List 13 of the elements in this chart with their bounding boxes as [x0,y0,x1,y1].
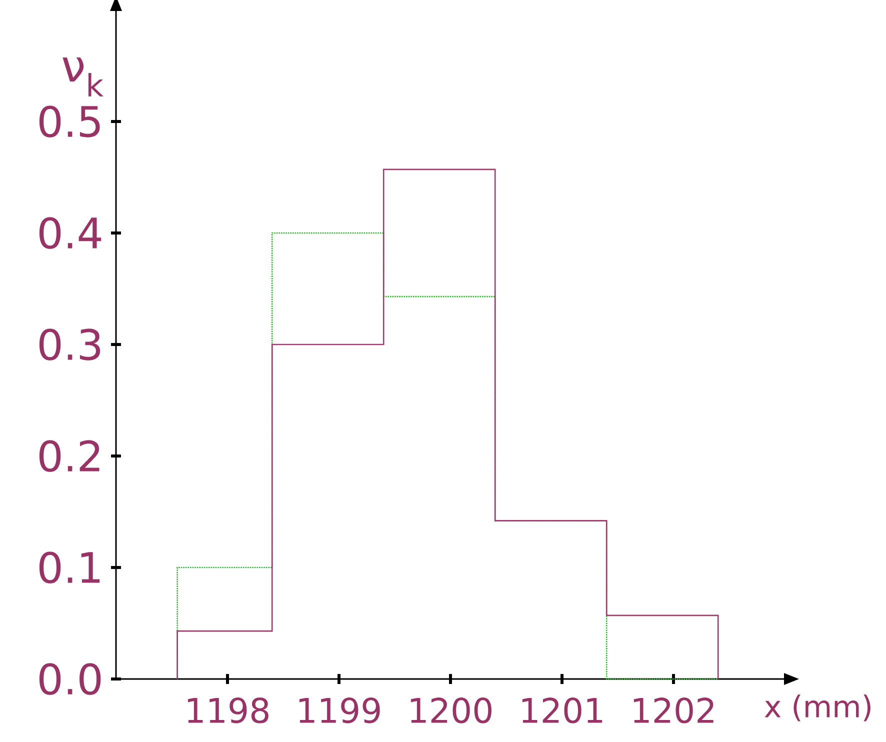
x-tick-label: 1198 [188,698,268,724]
x-tick-label: 1200 [410,698,492,724]
y-axis-title: ν$_{k}$ [62,57,104,96]
y-tick-label: 0.5 [39,106,100,138]
y-tick-label: 0.2 [39,440,100,472]
x-tick-label: 1202 [634,698,714,724]
x-axis-title: x (mm) [764,694,870,722]
y-tick-label: 0.4 [39,217,102,249]
y-tick-label: 0.3 [39,328,100,360]
x-tick-label: 1201 [522,698,602,724]
y-tick-label: 0.1 [39,552,100,584]
y-tick-label: 0.0 [39,663,101,695]
x-tick-label: 1199 [299,698,380,724]
